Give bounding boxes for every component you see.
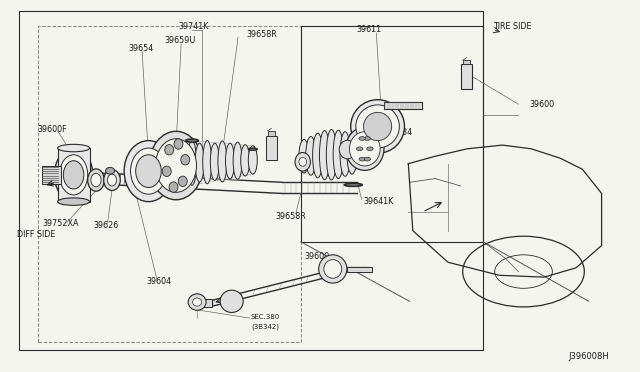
Ellipse shape [299, 140, 309, 173]
Bar [461, 64, 472, 89]
Ellipse shape [364, 112, 392, 141]
Bar [347, 267, 372, 272]
Bar [266, 136, 277, 160]
Ellipse shape [319, 131, 330, 180]
Ellipse shape [104, 170, 120, 190]
Ellipse shape [218, 141, 227, 182]
Text: 39600: 39600 [530, 100, 555, 109]
Ellipse shape [156, 139, 196, 192]
Ellipse shape [195, 143, 204, 182]
Circle shape [359, 137, 365, 140]
Text: (3B342): (3B342) [252, 323, 280, 330]
Text: 39654: 39654 [128, 44, 154, 53]
Ellipse shape [136, 155, 161, 187]
Bar [42, 166, 61, 184]
Ellipse shape [58, 198, 90, 205]
Bar [301, 26, 483, 242]
Circle shape [367, 147, 373, 151]
Ellipse shape [131, 148, 166, 194]
Text: SEC.380: SEC.380 [251, 314, 280, 320]
Bar [58, 148, 90, 202]
Text: 39741K: 39741K [178, 22, 209, 31]
Ellipse shape [339, 140, 356, 159]
Ellipse shape [179, 176, 188, 186]
Ellipse shape [324, 260, 342, 278]
Ellipse shape [241, 145, 250, 176]
Bar [463, 60, 470, 64]
Text: 39611: 39611 [356, 25, 381, 34]
Bar [19, 11, 483, 350]
Text: 39626: 39626 [93, 221, 118, 230]
Ellipse shape [188, 294, 206, 310]
Text: 39658U: 39658U [329, 160, 360, 169]
Ellipse shape [319, 255, 347, 283]
Ellipse shape [306, 137, 316, 175]
Text: 39600F: 39600F [38, 125, 67, 134]
Ellipse shape [220, 290, 243, 312]
Ellipse shape [299, 157, 307, 166]
Ellipse shape [211, 143, 220, 180]
Ellipse shape [164, 145, 173, 155]
Ellipse shape [63, 161, 84, 189]
Ellipse shape [248, 146, 257, 174]
Ellipse shape [149, 131, 203, 200]
Ellipse shape [326, 129, 337, 180]
Ellipse shape [180, 154, 189, 165]
Ellipse shape [174, 139, 183, 149]
Ellipse shape [91, 173, 101, 187]
Ellipse shape [58, 144, 90, 152]
Text: 39658R: 39658R [246, 31, 277, 39]
Ellipse shape [356, 105, 399, 148]
Ellipse shape [333, 130, 344, 179]
Ellipse shape [349, 132, 380, 166]
Ellipse shape [169, 182, 178, 192]
Ellipse shape [106, 167, 115, 174]
Bar [384, 102, 422, 109]
Ellipse shape [347, 133, 357, 174]
Ellipse shape [351, 100, 404, 153]
Ellipse shape [193, 298, 202, 306]
Ellipse shape [340, 132, 350, 176]
Ellipse shape [312, 133, 323, 178]
Ellipse shape [186, 139, 198, 142]
Ellipse shape [295, 153, 310, 171]
Text: 39659U: 39659U [164, 36, 196, 45]
Ellipse shape [346, 127, 384, 170]
Circle shape [359, 157, 365, 161]
Text: 39752XA: 39752XA [42, 219, 79, 228]
Text: 39604: 39604 [146, 278, 172, 286]
Ellipse shape [225, 143, 234, 179]
Text: 39600: 39600 [304, 252, 330, 261]
Text: 39634: 39634 [387, 128, 412, 137]
Text: TIRE SIDE: TIRE SIDE [493, 22, 531, 31]
Text: J396008H: J396008H [568, 352, 609, 361]
Bar [268, 131, 275, 136]
Circle shape [356, 147, 363, 151]
Ellipse shape [233, 142, 242, 179]
Text: 39658R: 39658R [275, 212, 306, 221]
Ellipse shape [124, 141, 173, 202]
Ellipse shape [344, 183, 362, 186]
Text: DIFF SIDE: DIFF SIDE [17, 230, 55, 239]
Text: 39641K: 39641K [364, 197, 394, 206]
Circle shape [364, 137, 371, 140]
Ellipse shape [88, 169, 104, 191]
Ellipse shape [60, 155, 88, 195]
Ellipse shape [108, 174, 116, 186]
Ellipse shape [54, 148, 93, 202]
Ellipse shape [163, 166, 172, 177]
Bar [198, 299, 212, 307]
Ellipse shape [203, 141, 212, 184]
Ellipse shape [248, 148, 257, 150]
Ellipse shape [188, 141, 196, 185]
Circle shape [364, 157, 371, 161]
